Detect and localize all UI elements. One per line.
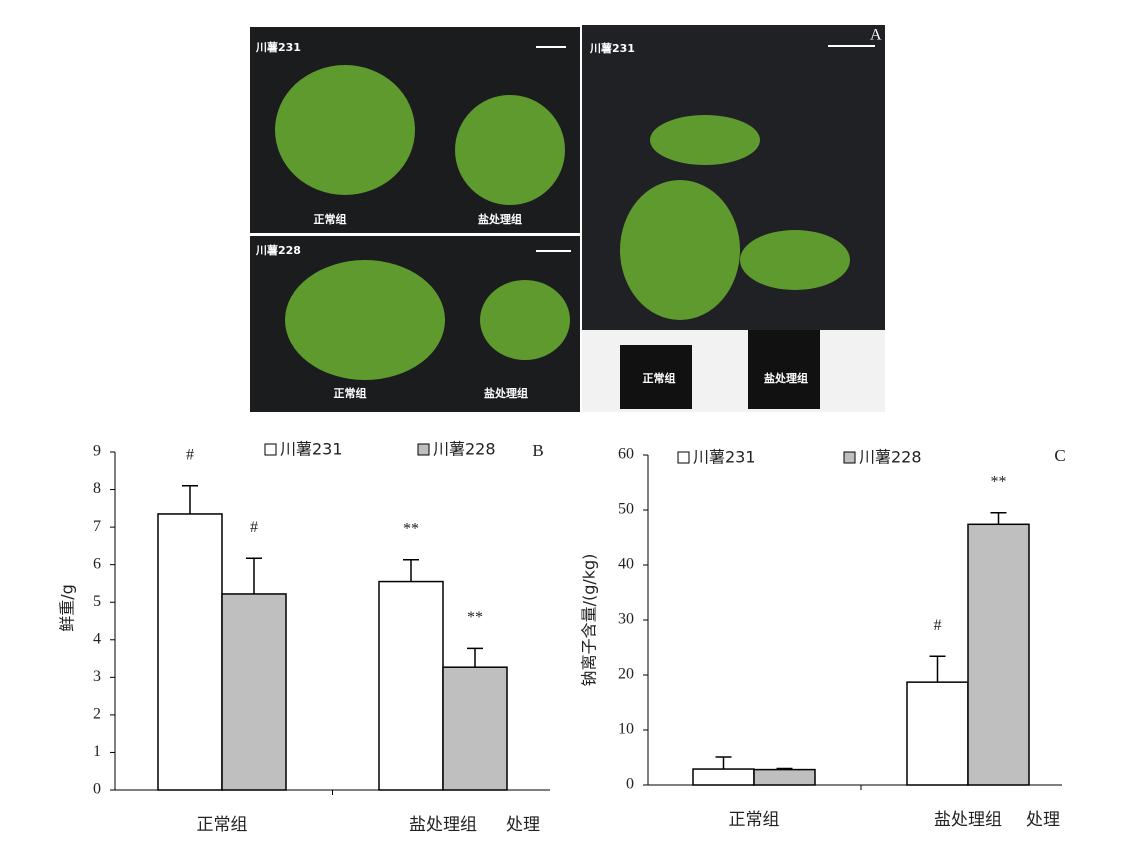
y-tick-label: 2 — [93, 706, 101, 723]
x-tick-label: 正常组 — [197, 815, 248, 835]
bar — [967, 523, 1030, 786]
error-bar — [715, 756, 732, 770]
y-axis-label: 钠离子含量/(g/kg) — [580, 554, 599, 687]
legend-label: 川薯228 — [859, 448, 922, 467]
x-tick-label: 盐处理组 — [934, 810, 1002, 830]
x-axis-label: 处理 — [1026, 810, 1060, 830]
error-bar — [403, 559, 419, 582]
y-tick-label: 5 — [93, 593, 101, 610]
error-bar — [929, 655, 946, 683]
y-tick-label: 6 — [93, 555, 101, 572]
error-bar — [246, 557, 262, 594]
bar — [906, 681, 969, 786]
legend-swatch — [264, 443, 277, 456]
group-label: 正常组 — [643, 371, 676, 385]
legend-swatch — [843, 451, 856, 464]
variety-label: 川薯231 — [589, 41, 635, 55]
significance-label: ** — [991, 473, 1007, 490]
pot — [748, 330, 820, 409]
significance-label: ** — [467, 609, 483, 626]
error-bar — [467, 647, 483, 668]
pot — [620, 345, 692, 409]
y-tick-label: 3 — [93, 668, 101, 685]
legend-swatch — [677, 451, 690, 464]
group-label: 盐处理组 — [484, 386, 528, 400]
bar — [442, 666, 508, 791]
legend-label: 川薯231 — [693, 448, 756, 467]
group-label: 盐处理组 — [478, 212, 522, 226]
photo-panel: 川薯231 正常组 盐处理组 川薯228 正常组 盐处理组 川薯231 正常组 … — [250, 25, 885, 412]
y-tick-label: 60 — [618, 446, 634, 463]
bar — [221, 593, 287, 791]
x-tick-label: 盐处理组 — [409, 815, 477, 835]
error-bar — [776, 767, 793, 770]
legend-label: 川薯231 — [280, 440, 343, 459]
panel-letter: B — [532, 441, 543, 460]
bar — [378, 580, 444, 791]
y-tick-label: 20 — [618, 666, 634, 683]
significance-label: ** — [403, 520, 419, 537]
legend-swatch — [417, 443, 430, 456]
group-label: 正常组 — [334, 386, 367, 400]
bar — [157, 513, 223, 791]
bar — [692, 768, 755, 786]
y-tick-label: 1 — [93, 743, 101, 760]
leaves — [275, 65, 850, 380]
panel-letter: A — [870, 27, 882, 44]
significance-label: # — [250, 519, 258, 536]
legend-label: 川薯228 — [433, 440, 496, 459]
group-label: 盐处理组 — [764, 371, 808, 385]
y-axis-label: 鲜重/g — [58, 584, 77, 632]
y-tick-label: 8 — [93, 480, 101, 497]
y-tick-label: 0 — [626, 776, 634, 793]
error-bar — [990, 512, 1007, 525]
y-tick-label: 50 — [618, 501, 634, 518]
error-bar — [182, 485, 198, 514]
y-tick-label: 40 — [618, 556, 634, 573]
y-tick-label: 0 — [93, 781, 101, 798]
significance-label: # — [934, 617, 942, 634]
y-tick-label: 30 — [618, 611, 634, 628]
y-tick-label: 10 — [618, 721, 634, 738]
significance-label: # — [186, 446, 194, 463]
panel-letter: C — [1054, 446, 1065, 465]
variety-label: 川薯231 — [255, 40, 301, 54]
x-axis-label: 处理 — [506, 815, 540, 835]
y-tick-label: 7 — [93, 518, 101, 535]
variety-label: 川薯228 — [255, 243, 301, 257]
x-tick-label: 正常组 — [729, 810, 780, 830]
bar — [753, 768, 816, 786]
group-label: 正常组 — [314, 212, 347, 226]
y-tick-label: 4 — [93, 630, 101, 647]
y-tick-label: 9 — [93, 443, 101, 460]
